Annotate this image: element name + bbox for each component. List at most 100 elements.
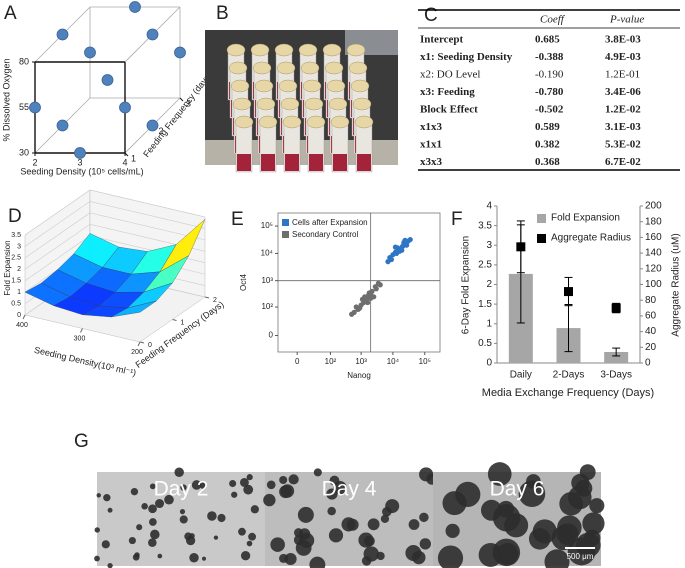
plot-frame	[277, 212, 441, 353]
aggregate	[136, 524, 143, 531]
event-dot	[357, 305, 363, 311]
legend-swatch	[537, 234, 546, 243]
z-tick-label: 2	[159, 126, 164, 136]
design-point	[129, 1, 141, 13]
tube-cap	[232, 97, 252, 111]
design-point	[56, 28, 69, 41]
aggregate	[279, 475, 288, 485]
legend-swatch	[537, 214, 546, 223]
z-tick-label: 2	[17, 266, 21, 273]
event-dot	[399, 247, 405, 253]
event-dot	[407, 236, 413, 243]
aggregate	[201, 556, 207, 561]
row-coeff: 0.589	[535, 121, 560, 133]
z-tick-label: 1.5	[11, 278, 21, 285]
aggregate	[298, 528, 311, 540]
aggregate	[217, 513, 226, 523]
tube-cap	[346, 43, 366, 57]
tube-cap	[352, 97, 372, 111]
aggregate	[559, 491, 583, 516]
aggregate	[103, 494, 111, 502]
x-axis-label: Seeding Density (10⁵ cells/mL)	[20, 166, 143, 176]
tube-cap	[330, 115, 350, 129]
aggregate	[246, 474, 253, 481]
aggregate	[309, 556, 326, 568]
y-tick	[172, 319, 177, 321]
tube-cap	[326, 79, 346, 93]
row-coeff: 0.382	[535, 139, 560, 151]
tube-cap	[298, 43, 318, 57]
design-point	[74, 147, 86, 159]
row-p-value: 5.3E-02	[605, 139, 641, 151]
y-tick	[139, 341, 145, 344]
event-dot	[393, 250, 400, 257]
aggregate	[385, 499, 400, 514]
tube-cap	[306, 115, 326, 129]
tube-media	[357, 154, 371, 171]
aggregate	[518, 480, 546, 508]
z-tick-label: 0.5	[11, 300, 21, 307]
aggregate	[295, 540, 312, 556]
grid-line	[24, 223, 206, 270]
aggregate	[528, 528, 551, 550]
row-coeff: 0.685	[535, 34, 560, 46]
aggregate	[442, 491, 467, 516]
tube-cap	[252, 61, 272, 75]
event-dot	[349, 311, 355, 317]
event-dot	[364, 299, 371, 306]
y-tick-label: 4	[486, 201, 492, 212]
aggregate	[313, 468, 322, 477]
tube-media	[237, 154, 251, 171]
aggregate	[288, 474, 299, 485]
tube-cap	[328, 97, 348, 111]
tube-cap	[350, 79, 370, 93]
aggregate	[445, 523, 460, 539]
design-point	[29, 101, 41, 114]
z-tick-label: 2.5	[11, 255, 21, 262]
aggregate	[231, 491, 238, 498]
y2-tick-label: 200	[645, 201, 662, 212]
aggregate	[589, 498, 605, 514]
day-label: Day 6	[490, 478, 545, 501]
row-term: x3: Feeding	[420, 86, 475, 98]
panel-label: G	[74, 431, 89, 452]
row-term: x2: DO Level	[420, 69, 480, 81]
legend-label: Fold Expansion	[551, 213, 620, 224]
x-tick-label: Daily	[510, 370, 532, 381]
aggregate	[229, 480, 237, 488]
y-axis-label: 6-Day Fold Expansion	[461, 236, 472, 334]
aggregate	[101, 540, 110, 549]
legend-swatch	[282, 231, 289, 238]
aggregate	[582, 512, 605, 535]
tube-cap	[348, 61, 368, 75]
aggregate	[263, 493, 276, 507]
tube-cap	[256, 97, 276, 111]
z-tick-label: 3.5	[11, 232, 21, 239]
aggregate	[246, 540, 253, 547]
tube-media	[261, 154, 275, 171]
z-tick-label: 3	[186, 98, 191, 108]
y2-tick-label: 20	[645, 342, 657, 353]
aggregate	[358, 532, 374, 548]
design-point	[146, 119, 159, 132]
row-coeff: -0.388	[535, 51, 564, 63]
aggregate	[367, 518, 380, 531]
row-term: x1x1	[420, 139, 442, 151]
y-tick-label: 0	[148, 342, 152, 349]
x-tick-label: 2-Days	[553, 370, 585, 381]
aggregate	[155, 499, 165, 509]
x-axis-label: Nanog	[347, 371, 371, 380]
aggregate	[164, 494, 174, 505]
x-tick-label: 300	[74, 335, 86, 342]
y-tick-label: 1	[486, 318, 492, 329]
x-axis-label: Seeding Density(10³ ml⁻¹)	[33, 345, 137, 378]
y-axis-label: % Dissolved Oxygen	[1, 58, 11, 141]
y-tick-label: 10⁴	[261, 249, 274, 258]
panel-label: A	[4, 3, 17, 24]
aggregate	[346, 518, 359, 531]
y-tick-label: 1	[181, 319, 185, 326]
grid-line	[24, 189, 206, 236]
y-tick-label: 2.5	[478, 260, 492, 271]
design-point	[146, 28, 159, 41]
